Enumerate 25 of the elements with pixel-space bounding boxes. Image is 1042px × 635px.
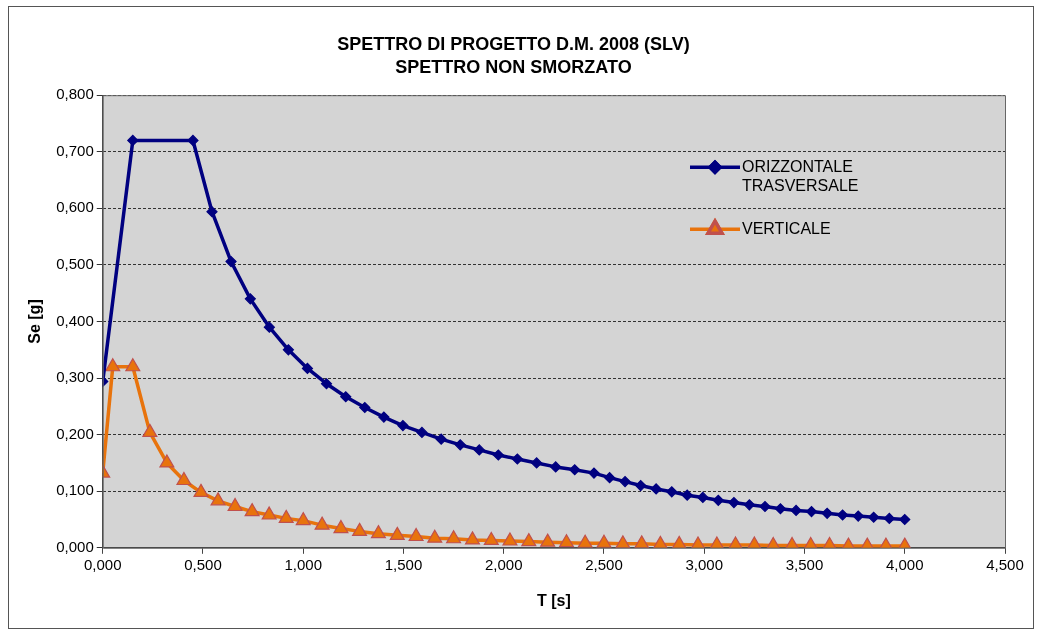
y-tick-label: 0,100 (56, 481, 94, 499)
chart-title: SPETTRO DI PROGETTO D.M. 2008 (SLV) (337, 33, 690, 54)
x-tick-label: 4,500 (986, 555, 1024, 573)
x-tick-label: 4,000 (885, 555, 924, 573)
y-tick-label: 0,200 (56, 424, 94, 442)
y-tick-label: 0,800 (56, 85, 94, 103)
x-tick-label: 1,000 (284, 555, 323, 573)
y-axis-title: Se [g] (26, 299, 44, 344)
x-tick-label: 1,500 (384, 555, 423, 573)
y-tick-label: 0,400 (56, 311, 94, 329)
x-tick-label: 2,500 (585, 555, 623, 573)
y-tick-label: 0,300 (56, 368, 94, 386)
x-tick-label: 0,000 (83, 555, 122, 573)
x-axis-title: T [s] (536, 591, 571, 609)
x-tick-label: 2,000 (484, 555, 523, 573)
y-tick-label: 0,700 (56, 141, 94, 159)
y-tick-label: 0,500 (56, 255, 94, 273)
legend-label: ORIZZONTALE TRASVERSALE (742, 157, 859, 194)
chart-subtitle: SPETTRO NON SMORZATO (395, 57, 632, 78)
legend-label: VERTICALE (742, 219, 831, 237)
y-tick-label: 0,600 (56, 198, 94, 216)
y-tick-label: 0,000 (56, 537, 94, 555)
x-tick-label: 3,500 (785, 555, 824, 573)
x-tick-label: 0,500 (184, 555, 222, 573)
x-tick-label: 3,000 (685, 555, 724, 573)
